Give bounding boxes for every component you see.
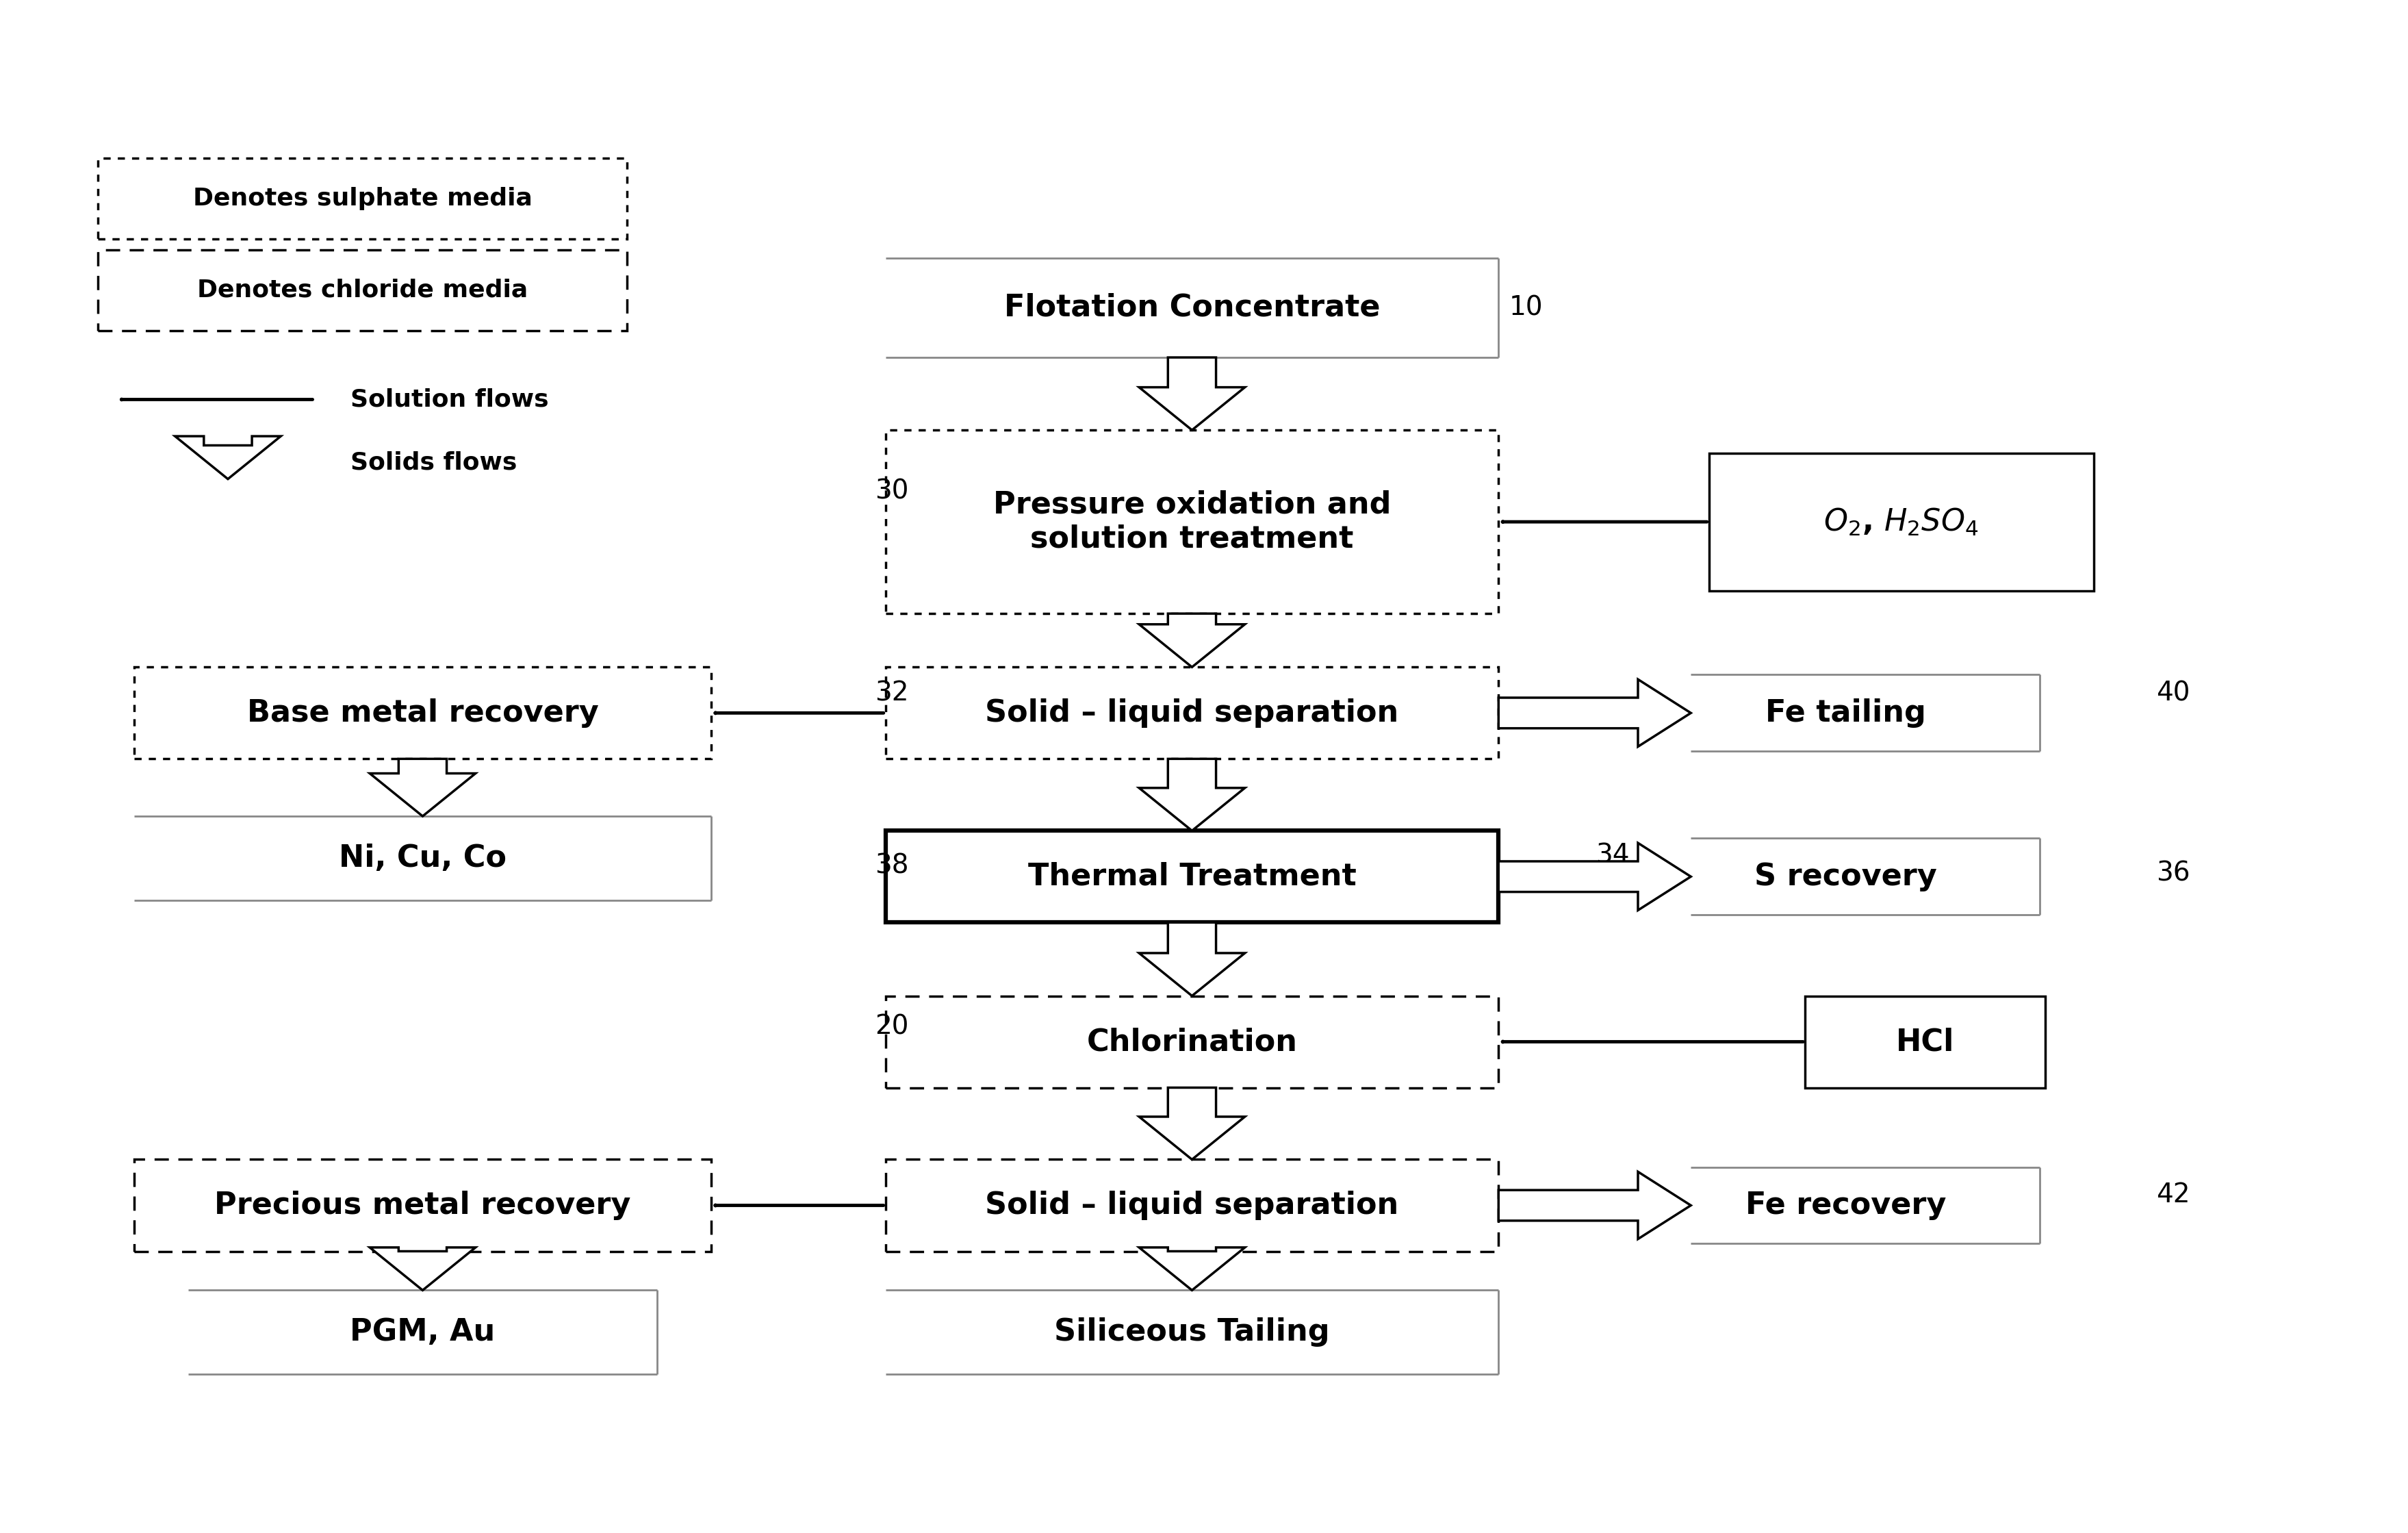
Bar bbox=[135, 1159, 710, 1251]
Polygon shape bbox=[1139, 759, 1245, 831]
Text: 20: 20 bbox=[874, 1013, 908, 1039]
Text: Solid – liquid separation: Solid – liquid separation bbox=[985, 698, 1399, 728]
Text: 32: 32 bbox=[874, 681, 908, 707]
Bar bbox=[1806, 996, 2044, 1087]
Text: 36: 36 bbox=[2155, 860, 2189, 886]
Text: 34: 34 bbox=[1597, 842, 1630, 868]
Polygon shape bbox=[1498, 843, 1690, 911]
Polygon shape bbox=[176, 437, 282, 478]
Text: 30: 30 bbox=[874, 478, 908, 504]
Text: Denotes chloride media: Denotes chloride media bbox=[197, 279, 527, 302]
Text: Denotes sulphate media: Denotes sulphate media bbox=[193, 187, 532, 210]
Text: S recovery: S recovery bbox=[1755, 862, 1936, 891]
Text: Pressure oxidation and
solution treatment: Pressure oxidation and solution treatmen… bbox=[992, 491, 1392, 553]
Text: Solution flows: Solution flows bbox=[352, 388, 549, 411]
Polygon shape bbox=[1139, 1087, 1245, 1159]
Polygon shape bbox=[1139, 1248, 1245, 1291]
Bar bbox=[135, 667, 710, 759]
Polygon shape bbox=[371, 759, 474, 816]
Text: Chlorination: Chlorination bbox=[1086, 1027, 1298, 1056]
Text: 40: 40 bbox=[2155, 681, 2189, 707]
Bar bbox=[1710, 454, 2093, 590]
Bar bbox=[99, 250, 626, 331]
Text: HCl: HCl bbox=[1895, 1027, 1955, 1056]
Polygon shape bbox=[371, 1248, 474, 1291]
Polygon shape bbox=[1139, 923, 1245, 996]
Text: Ni, Cu, Co: Ni, Cu, Co bbox=[340, 843, 506, 872]
Text: Thermal Treatment: Thermal Treatment bbox=[1028, 862, 1356, 891]
Text: Flotation Concentrate: Flotation Concentrate bbox=[1004, 293, 1380, 322]
Text: Fe recovery: Fe recovery bbox=[1746, 1191, 1946, 1220]
Text: 38: 38 bbox=[874, 852, 908, 878]
Polygon shape bbox=[1139, 357, 1245, 431]
Bar bbox=[886, 431, 1498, 613]
Polygon shape bbox=[1498, 679, 1690, 747]
Text: 10: 10 bbox=[1510, 294, 1544, 320]
Polygon shape bbox=[1139, 613, 1245, 667]
Text: $O_2$, $H_2SO_4$: $O_2$, $H_2SO_4$ bbox=[1823, 506, 1979, 537]
Text: Solids flows: Solids flows bbox=[352, 451, 518, 474]
Text: Solid – liquid separation: Solid – liquid separation bbox=[985, 1191, 1399, 1220]
Bar bbox=[886, 831, 1498, 923]
Polygon shape bbox=[1498, 1171, 1690, 1239]
Text: PGM, Au: PGM, Au bbox=[349, 1317, 496, 1348]
Text: Siliceous Tailing: Siliceous Tailing bbox=[1055, 1317, 1329, 1348]
Text: Precious metal recovery: Precious metal recovery bbox=[214, 1191, 631, 1220]
Text: Base metal recovery: Base metal recovery bbox=[246, 698, 600, 728]
Bar bbox=[886, 1159, 1498, 1251]
Bar bbox=[99, 158, 626, 239]
Text: Fe tailing: Fe tailing bbox=[1765, 698, 1926, 728]
Bar bbox=[886, 996, 1498, 1087]
Bar bbox=[886, 667, 1498, 759]
Text: 42: 42 bbox=[2155, 1182, 2189, 1208]
